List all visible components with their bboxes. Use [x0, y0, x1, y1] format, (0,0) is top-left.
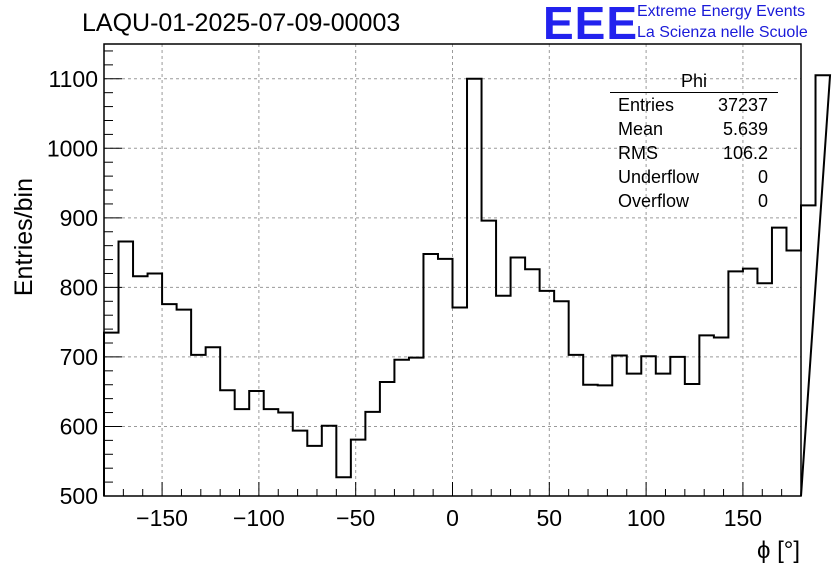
histogram-bin: [220, 390, 235, 496]
histogram-bin: [540, 291, 555, 496]
histogram-bin: [453, 308, 468, 496]
histogram-bin: [685, 384, 700, 496]
stats-row-entries: Entries 37237: [610, 93, 778, 117]
histogram-bin: [627, 374, 642, 496]
stats-row-rms: RMS 106.2: [610, 141, 778, 165]
logo-subtitle-1: Extreme Energy Events: [637, 3, 806, 20]
stats-row-overflow: Overflow 0: [610, 189, 778, 213]
histogram-bin: [307, 446, 322, 496]
x-tick-label: −50: [336, 505, 375, 531]
histogram-bin: [816, 75, 831, 496]
histogram-bin: [264, 409, 279, 496]
stats-label: Entries: [618, 95, 675, 115]
x-tick-label: 100: [627, 505, 665, 531]
histogram-series: [103, 74, 832, 497]
histogram-bin: [133, 276, 148, 496]
histogram-bin: [670, 357, 685, 496]
histogram-bin: [177, 310, 192, 496]
histogram-bin: [482, 221, 497, 496]
x-tick-label: −100: [233, 505, 285, 531]
histogram-bin: [598, 385, 613, 496]
histogram-bin: [612, 356, 627, 496]
histogram-bin: [249, 391, 264, 496]
stats-value: 0: [757, 167, 768, 187]
stats-label: Underflow: [618, 167, 700, 187]
logo-subtitle-2: La Scienza nelle Scuole: [637, 24, 808, 41]
histogram-bin: [569, 355, 584, 496]
histogram-bin: [757, 283, 772, 496]
histogram-bin: [641, 356, 656, 496]
histogram-bin: [438, 259, 453, 496]
stats-value: 106.2: [722, 143, 768, 163]
histogram-bin: [423, 254, 438, 496]
stats-label: Mean: [618, 119, 664, 139]
histogram-bin: [467, 79, 482, 496]
y-tick-label: 500: [60, 483, 98, 509]
histogram-bin: [409, 358, 424, 496]
histogram-bin: [801, 205, 816, 496]
histogram-bin: [148, 273, 163, 496]
stats-value: 5.639: [722, 119, 768, 139]
y-tick-label: 700: [60, 344, 98, 370]
y-tick-label: 900: [60, 205, 98, 231]
histogram-bin: [656, 374, 671, 496]
x-tick-label: 0: [446, 505, 459, 531]
histogram-bin: [583, 385, 598, 496]
tick-labels: −150 −100 −50 0 50 100 150 500 600 700 800 900 1000 1…: [47, 66, 762, 531]
histogram-bin: [278, 413, 293, 496]
histogram-bin: [394, 360, 409, 496]
histogram-bin: [525, 269, 540, 496]
x-axis-label: ϕ [°]: [757, 537, 800, 564]
stats-box: Phi Entries 37237 Mean 5.639 RMS 106.2 U…: [610, 70, 778, 213]
histogram-bin: [293, 431, 308, 496]
stats-value: 37237: [717, 95, 768, 115]
y-tick-label: 1000: [47, 135, 98, 161]
histogram-bin: [496, 296, 511, 496]
stats-row-mean: Mean 5.639: [610, 117, 778, 141]
histogram-bin: [365, 412, 380, 496]
histogram-bin: [336, 477, 351, 496]
y-tick-label: 1100: [49, 66, 98, 92]
eee-logo: EEE: [543, 0, 639, 49]
x-tick-label: −150: [136, 505, 188, 531]
histogram-bin: [206, 347, 221, 496]
histogram-bin: [511, 257, 526, 496]
histogram-bin: [322, 426, 337, 496]
y-axis-label: Entries/bin: [10, 178, 38, 296]
histogram-bin: [714, 337, 729, 496]
histogram-bin: [380, 382, 395, 496]
y-tick-label: 600: [60, 413, 98, 439]
histogram-bin: [772, 228, 787, 496]
histogram-bin: [699, 335, 714, 496]
stats-row-underflow: Underflow 0: [610, 165, 778, 189]
histogram-bin: [119, 241, 134, 496]
histogram-line: [103, 74, 832, 497]
histogram-bin: [554, 301, 569, 496]
histogram-bin: [743, 269, 758, 496]
axis-ticks: [104, 50, 783, 497]
histogram-bin: [191, 355, 206, 496]
chart-title: LAQU-01-2025-07-09-00003: [82, 9, 401, 37]
stats-value: 0: [757, 191, 768, 211]
stats-label: Overflow: [618, 191, 690, 211]
histogram-bin: [728, 271, 743, 496]
stats-title: Phi: [610, 70, 778, 93]
histogram-bin: [786, 251, 801, 496]
x-tick-label: 50: [537, 505, 563, 531]
histogram-bin: [162, 304, 177, 496]
histogram-bin: [351, 440, 366, 496]
y-tick-label: 800: [60, 274, 98, 300]
stats-label: RMS: [618, 143, 658, 163]
histogram-bin: [235, 409, 250, 496]
x-tick-label: 150: [724, 505, 762, 531]
